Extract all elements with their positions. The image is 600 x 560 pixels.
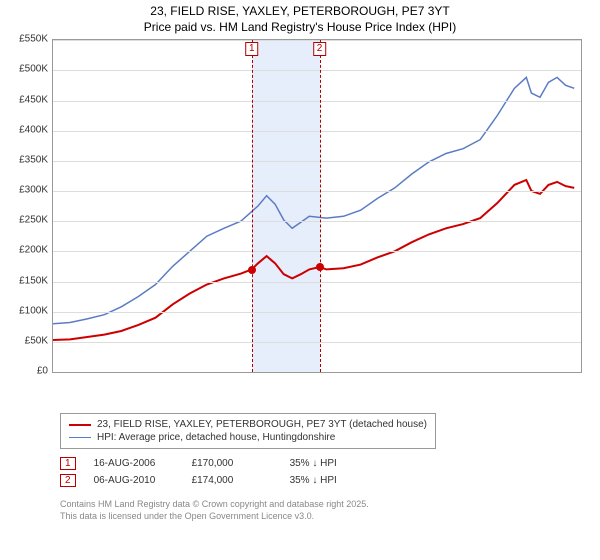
sale-delta: 35% ↓ HPI [290, 475, 370, 486]
sale-date: 06-AUG-2010 [94, 475, 174, 486]
callout-line [320, 40, 321, 372]
attribution-line-2: This data is licensed under the Open Gov… [60, 511, 590, 523]
y-tick-label: £450K [19, 94, 52, 105]
gridline [53, 342, 581, 343]
y-tick-label: £150K [19, 275, 52, 286]
callout-label: 1 [245, 42, 259, 56]
y-tick-label: £250K [19, 215, 52, 226]
gridline [53, 161, 581, 162]
legend-label: 23, FIELD RISE, YAXLEY, PETERBOROUGH, PE… [97, 419, 427, 430]
gridline [53, 191, 581, 192]
y-tick-label: £200K [19, 245, 52, 256]
title-line-2: Price paid vs. HM Land Registry's House … [10, 20, 590, 36]
sale-delta: 35% ↓ HPI [290, 458, 370, 469]
callout-line [252, 40, 253, 372]
figure: 23, FIELD RISE, YAXLEY, PETERBOROUGH, PE… [0, 0, 600, 560]
y-tick-label: £100K [19, 305, 52, 316]
chart: 1995199619971998199920002001200220032004… [52, 39, 582, 407]
sale-marker [248, 266, 256, 274]
sale-date: 16-AUG-2006 [94, 458, 174, 469]
legend-row: 23, FIELD RISE, YAXLEY, PETERBOROUGH, PE… [69, 418, 427, 431]
legend-swatch [69, 437, 91, 438]
line-layer [53, 40, 581, 372]
title-line-1: 23, FIELD RISE, YAXLEY, PETERBOROUGH, PE… [10, 4, 590, 20]
gridline [53, 282, 581, 283]
series-price_paid [53, 180, 574, 340]
sale-row: 2 06-AUG-2010 £174,000 35% ↓ HPI [60, 472, 590, 489]
y-tick-label: £0 [37, 366, 52, 377]
sale-row: 1 16-AUG-2006 £170,000 35% ↓ HPI [60, 455, 590, 472]
legend-swatch [69, 424, 91, 426]
y-tick-label: £300K [19, 185, 52, 196]
plot-area: 1995199619971998199920002001200220032004… [52, 39, 582, 373]
gridline [53, 221, 581, 222]
sale-rows: 1 16-AUG-2006 £170,000 35% ↓ HPI 2 06-AUG-201… [60, 455, 590, 489]
gridline [53, 131, 581, 132]
y-tick-label: £400K [19, 124, 52, 135]
y-tick-label: £50K [25, 336, 52, 347]
gridline [53, 251, 581, 252]
series-hpi [53, 78, 574, 324]
attribution: Contains HM Land Registry data © Crown c… [60, 499, 590, 522]
gridline [53, 312, 581, 313]
sale-index: 2 [60, 474, 76, 487]
y-tick-label: £500K [19, 64, 52, 75]
sale-index: 1 [60, 457, 76, 470]
sale-price: £174,000 [192, 475, 272, 486]
legend-row: HPI: Average price, detached house, Hunt… [69, 431, 427, 444]
legend: 23, FIELD RISE, YAXLEY, PETERBOROUGH, PE… [60, 413, 436, 449]
sale-marker [316, 263, 324, 271]
gridline [53, 70, 581, 71]
legend-label: HPI: Average price, detached house, Hunt… [97, 432, 335, 443]
title-block: 23, FIELD RISE, YAXLEY, PETERBOROUGH, PE… [10, 4, 590, 35]
y-tick-label: £550K [19, 34, 52, 45]
attribution-line-1: Contains HM Land Registry data © Crown c… [60, 499, 590, 511]
gridline [53, 101, 581, 102]
sale-price: £170,000 [192, 458, 272, 469]
callout-label: 2 [313, 42, 327, 56]
y-tick-label: £350K [19, 154, 52, 165]
gridline [53, 40, 581, 41]
